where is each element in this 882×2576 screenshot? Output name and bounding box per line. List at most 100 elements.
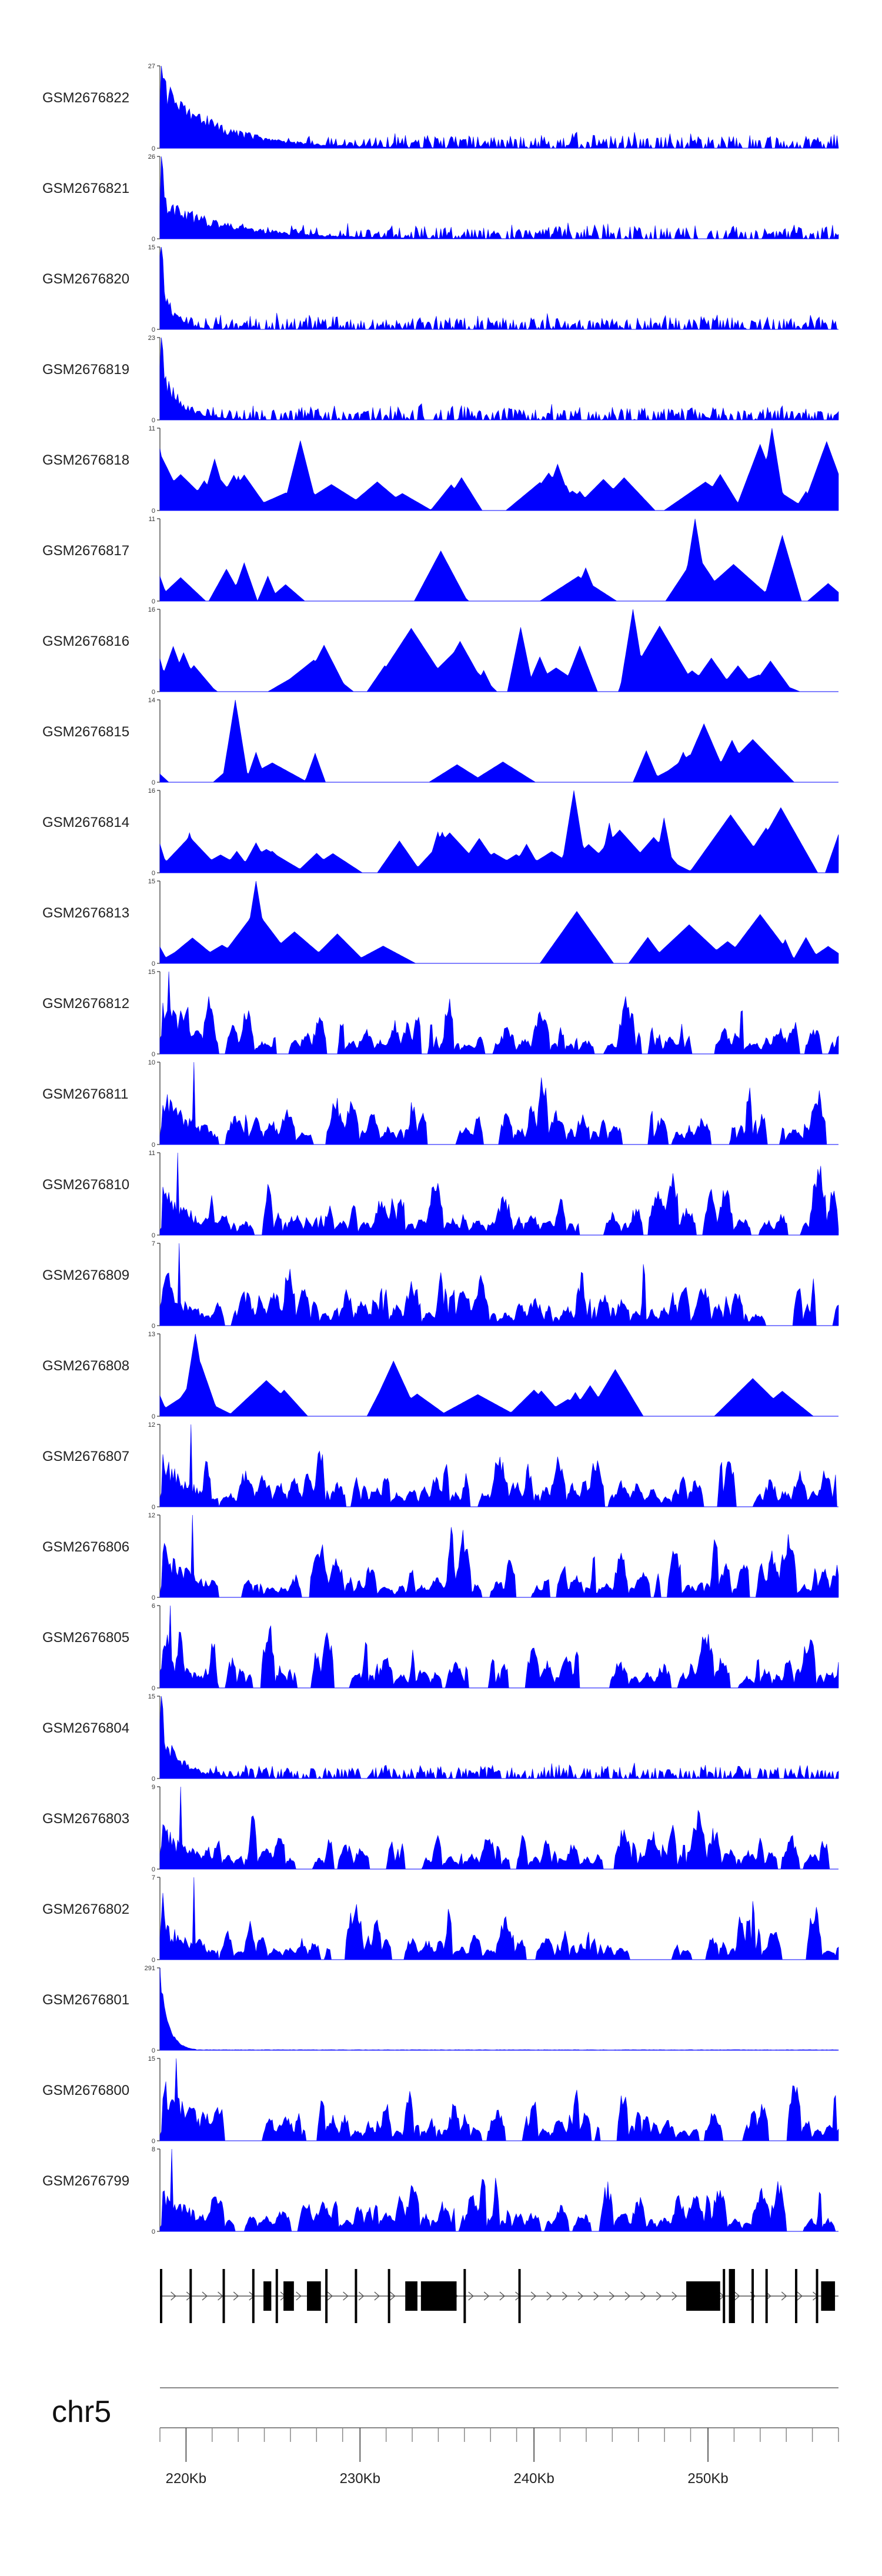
x-tick-label: 240Kb <box>513 2471 554 2487</box>
y-min-label: 0 <box>152 1957 155 1964</box>
signal-area <box>159 699 838 783</box>
y-min-label: 0 <box>152 2138 155 2145</box>
track-label: GSM2676822 <box>42 90 129 106</box>
strand-arrow <box>483 2291 490 2301</box>
y-min-label: 0 <box>152 779 155 786</box>
signal-area <box>159 518 839 602</box>
signal-area <box>159 1062 838 1145</box>
y-max-label: 6 <box>152 1603 155 1610</box>
y-max-label: 7 <box>152 1874 155 1881</box>
exon-block <box>160 2269 162 2323</box>
track-label: GSM2676801 <box>42 1992 129 2008</box>
signal-area <box>159 609 838 692</box>
strand-arrow <box>640 2291 646 2301</box>
signal-area <box>159 337 839 421</box>
strand-arrow <box>374 2291 380 2301</box>
strand-arrow <box>656 2291 662 2301</box>
x-tick-label: 220Kb <box>166 2471 206 2487</box>
exon-block <box>405 2281 417 2311</box>
gene-annotation-track <box>160 2269 838 2323</box>
exon-block <box>518 2269 521 2323</box>
y-min-label: 0 <box>152 1776 155 1783</box>
y-max-label: 15 <box>148 2056 155 2063</box>
signal-area <box>159 1333 838 1417</box>
track-label: GSM2676804 <box>42 1720 129 1736</box>
exon-block <box>307 2281 321 2311</box>
signal-tracks: GSM2676822270GSM2676821260GSM2676820150G… <box>42 63 839 2235</box>
track-GSM2676810: GSM2676810 11 0 <box>42 1150 839 1239</box>
y-min-label: 0 <box>152 236 155 243</box>
strand-arrow <box>530 2291 537 2301</box>
track-GSM2676805: GSM2676805 6 0 <box>42 1603 839 1692</box>
exon-block <box>765 2269 768 2323</box>
y-max-label: 27 <box>148 63 155 70</box>
strand-arrow <box>593 2291 599 2301</box>
x-tick-label: 230Kb <box>340 2471 380 2487</box>
exon-block <box>387 2269 390 2323</box>
strand-arrow <box>546 2291 552 2301</box>
track-GSM2676808: GSM2676808 13 0 <box>42 1331 838 1420</box>
exon-block <box>263 2281 272 2311</box>
strand-arrow <box>343 2291 349 2301</box>
strand-arrow <box>171 2291 176 2301</box>
chromosome-ideogram: chr5 <box>52 2387 838 2429</box>
signal-area <box>159 2058 839 2141</box>
y-max-label: 7 <box>152 1240 155 1247</box>
exon-block <box>275 2269 278 2323</box>
track-label: GSM2676807 <box>42 1449 129 1464</box>
signal-area <box>159 1696 839 1780</box>
strand-arrow <box>562 2291 568 2301</box>
track-GSM2676812: GSM2676812 15 0 <box>42 969 839 1058</box>
signal-area <box>159 1152 839 1236</box>
strand-arrow <box>468 2291 474 2301</box>
track-label: GSM2676814 <box>42 815 129 830</box>
track-label: GSM2676810 <box>42 1177 129 1193</box>
y-max-label: 26 <box>148 154 155 161</box>
track-GSM2676804: GSM2676804 15 0 <box>42 1693 839 1783</box>
y-min-label: 0 <box>152 598 155 605</box>
y-min-label: 0 <box>152 1413 155 1420</box>
strand-arrow <box>202 2291 208 2301</box>
exon-block <box>686 2281 720 2311</box>
y-max-label: 9 <box>152 1784 155 1791</box>
track-label: GSM2676815 <box>42 724 129 740</box>
signal-area <box>159 1786 838 1870</box>
exon-block <box>751 2269 754 2323</box>
y-max-label: 11 <box>149 1150 155 1157</box>
exon-block <box>729 2269 735 2323</box>
y-max-label: 10 <box>148 1059 155 1066</box>
exon-block <box>821 2281 836 2311</box>
y-max-label: 23 <box>148 335 155 342</box>
track-label: GSM2676808 <box>42 1358 129 1374</box>
y-max-label: 8 <box>152 2146 155 2153</box>
y-min-label: 0 <box>152 326 155 333</box>
exon-block <box>463 2269 466 2323</box>
track-label: GSM2676819 <box>42 362 129 378</box>
strand-arrow <box>358 2291 365 2301</box>
y-min-label: 0 <box>152 870 155 877</box>
signal-area <box>159 65 839 149</box>
y-max-label: 12 <box>148 1422 155 1429</box>
y-min-label: 0 <box>152 1504 155 1511</box>
signal-area <box>159 246 838 331</box>
y-max-label: 13 <box>148 1331 155 1338</box>
signal-area <box>159 1424 838 1507</box>
y-max-label: 16 <box>148 788 155 795</box>
track-label: GSM2676806 <box>42 1539 129 1555</box>
y-max-label: 15 <box>148 969 155 976</box>
track-GSM2676819: GSM2676819 23 0 <box>42 335 839 424</box>
y-max-label: 15 <box>148 244 155 251</box>
strand-arrow <box>797 2291 803 2301</box>
track-GSM2676806: GSM2676806 12 0 <box>42 1512 839 1601</box>
track-GSM2676821: GSM2676821 26 0 <box>42 154 839 243</box>
y-max-label: 12 <box>148 1512 155 1519</box>
signal-area <box>159 1967 839 2051</box>
y-min-label: 0 <box>152 417 155 424</box>
track-GSM2676799: GSM2676799 8 0 <box>42 2146 838 2235</box>
strand-arrow <box>296 2291 302 2301</box>
signal-area <box>159 880 839 964</box>
strand-arrow <box>233 2291 239 2301</box>
signal-area <box>159 428 839 511</box>
y-min-label: 0 <box>152 508 155 515</box>
